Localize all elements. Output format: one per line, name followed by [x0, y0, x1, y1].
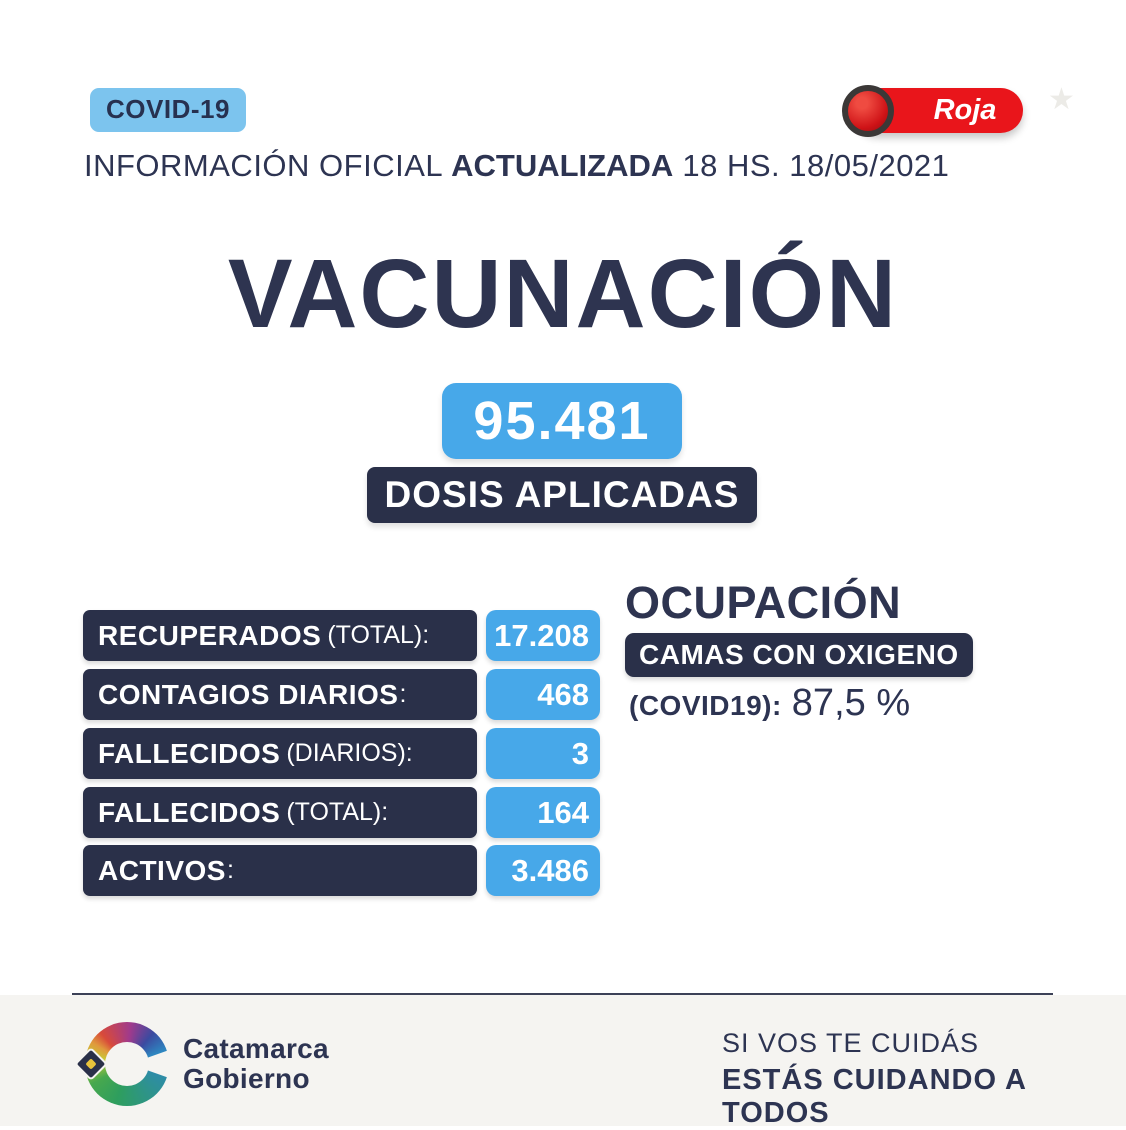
status-indicator-icon: [842, 85, 894, 137]
doses-label-badge: DOSIS APLICADAS: [367, 467, 757, 523]
footer: [0, 995, 1126, 1126]
occupation-detail: (COVID19): 87,5 %: [629, 682, 910, 725]
logo-line1: Catamarca: [183, 1032, 329, 1064]
page-title: VACUNACIÓN: [227, 239, 899, 348]
info-regular1: INFORMACIÓN OFICIAL: [84, 148, 442, 183]
stat-value-fallecidos-diarios: 3: [486, 728, 600, 779]
stat-label-fallecidos-diarios: FALLECIDOS (DIARIOS):: [83, 728, 477, 779]
stat-label-suffix: (TOTAL):: [327, 621, 430, 649]
stat-label-fallecidos-total: FALLECIDOS (TOTAL):: [83, 787, 477, 838]
doses-value-badge: 95.481: [442, 383, 682, 459]
stat-label-suffix: :: [399, 680, 407, 708]
alert-status-badge: Roja: [842, 85, 1023, 137]
stat-label-text: RECUPERADOS: [98, 619, 322, 651]
occupation-detail-value: 87,5 %: [791, 682, 911, 724]
stat-label-suffix: (DIARIOS):: [286, 739, 413, 767]
stat-label-text: FALLECIDOS: [98, 737, 281, 769]
stat-label-text: ACTIVOS: [98, 854, 226, 886]
stat-value-contagios: 468: [486, 669, 600, 720]
logo-line2: Gobierno: [183, 1063, 310, 1094]
star-watermark-icon: ★: [1048, 83, 1075, 116]
alert-status-label: Roja: [933, 94, 997, 126]
stat-value-recuperados: 17.208: [486, 610, 600, 661]
stat-value-fallecidos-total: 164: [486, 787, 600, 838]
stat-label-contagios: CONTAGIOS DIARIOS :: [83, 669, 477, 720]
slogan-line1: SI VOS TE CUIDÁS: [722, 1028, 980, 1058]
official-info-line: INFORMACIÓN OFICIAL ACTUALIZADA 18 HS. 1…: [84, 148, 1044, 184]
occupation-title: OCUPACIÓN: [625, 577, 902, 628]
info-datetime: 18 HS. 18/05/2021: [682, 148, 950, 183]
stat-label-activos: ACTIVOS :: [83, 845, 477, 896]
catamarca-logo: Catamarca Gobierno: [74, 1022, 329, 1106]
occupation-detail-key: (COVID19):: [629, 690, 782, 721]
stat-label-text: FALLECIDOS: [98, 796, 281, 828]
info-updated: ACTUALIZADA: [451, 148, 674, 183]
footer-slogan: SI VOS TE CUIDÁS ESTÁS CUIDANDO A TODOS: [722, 1028, 1126, 1130]
logo-text: Catamarca Gobierno: [183, 1032, 329, 1094]
stat-label-text: CONTAGIOS DIARIOS: [98, 678, 399, 710]
stat-label-suffix: :: [226, 856, 234, 884]
occupation-badge: CAMAS CON OXIGENO: [625, 633, 973, 677]
covid19-badge: COVID-19: [90, 88, 246, 132]
stat-label-suffix: (TOTAL):: [286, 798, 389, 826]
slogan-line2: ESTÁS CUIDANDO A TODOS: [722, 1064, 1026, 1129]
footer-divider: [72, 993, 1053, 995]
stat-label-recuperados: RECUPERADOS (TOTAL):: [83, 610, 477, 661]
stat-value-activos: 3.486: [486, 845, 600, 896]
logo-c-icon: [74, 1022, 172, 1106]
